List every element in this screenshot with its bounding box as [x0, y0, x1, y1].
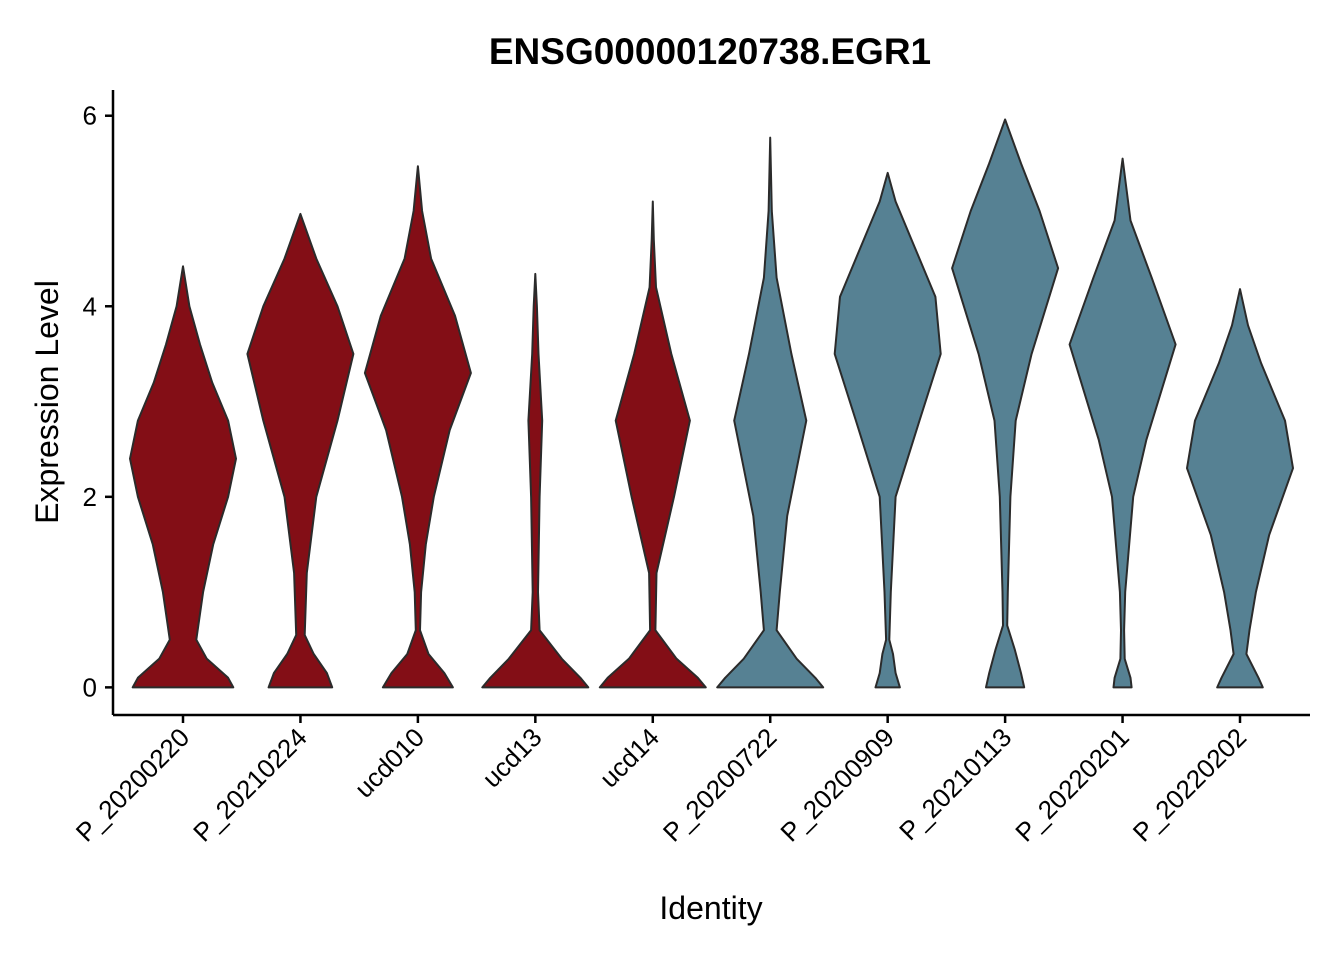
x-tick-label: P_20200220: [70, 722, 196, 848]
violin: [1186, 288, 1294, 689]
x-tick-label: ucd010: [349, 722, 431, 804]
x-tick-label: ucd13: [476, 722, 547, 793]
violin: [716, 136, 825, 689]
x-tick-label: P_20220202: [1127, 722, 1253, 848]
violin: [481, 272, 590, 689]
violin: [129, 265, 237, 689]
y-tick-label: 6: [83, 101, 97, 131]
x-tick-label: P_20220201: [1009, 722, 1135, 848]
chart-title: ENSG00000120738.EGR1: [489, 31, 931, 72]
y-axis-title: Expression Level: [29, 280, 65, 524]
violin: [1068, 157, 1177, 689]
x-tick-label: P_20210224: [187, 722, 313, 848]
violin: [833, 171, 942, 689]
x-tick-label: P_20210113: [893, 722, 1017, 846]
y-tick-label: 4: [83, 291, 97, 321]
violin: [246, 212, 355, 689]
y-tick-label: 0: [83, 672, 97, 702]
x-tick-label: P_20200909: [774, 722, 900, 848]
y-tick-label: 2: [83, 482, 97, 512]
violin: [951, 118, 1060, 689]
violin: [363, 165, 472, 689]
x-tick-label: P_20200722: [657, 722, 783, 848]
x-axis-title: Identity: [659, 890, 762, 926]
violin: [598, 200, 707, 689]
x-tick-label: ucd14: [594, 722, 665, 793]
